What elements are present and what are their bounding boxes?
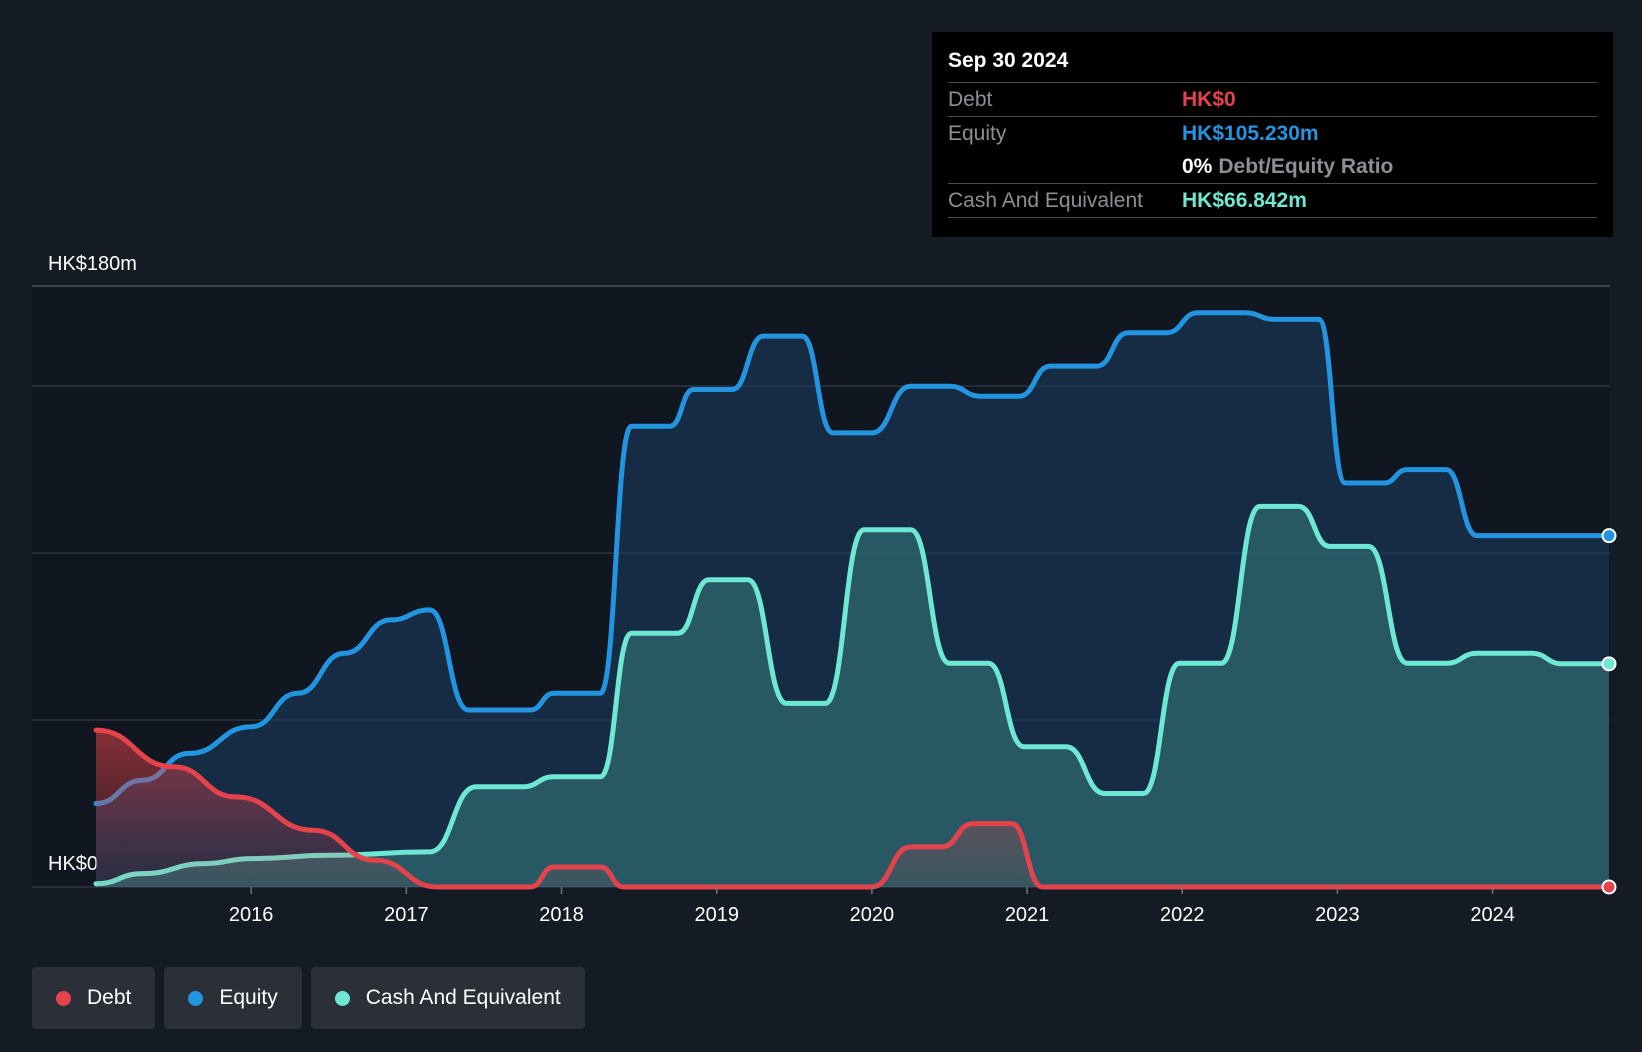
x-tick-label: 2017 [384,904,429,926]
tooltip-equity-value: HK$105.230m [1182,122,1319,145]
tooltip-ratio-label: Debt/Equity Ratio [1218,155,1394,178]
cash-area [96,506,1609,887]
debt-area [96,730,1609,887]
tooltip-cash-row: Cash And Equivalent HK$66.842m [948,184,1597,218]
legend-equity-label: Equity [219,986,278,1009]
x-tick-label: 2023 [1315,904,1360,926]
tooltip-ratio-value: 0% [1182,155,1213,178]
legend-item-equity[interactable]: Equity [164,967,302,1029]
cash-line [93,503,1612,887]
tooltip-cash-value: HK$66.842m [1182,189,1307,212]
y-axis-bottom-label: HK$0 [48,853,98,875]
tooltip-equity-label: Equity [948,122,1007,145]
x-tick-label: 2024 [1470,904,1515,926]
legend-item-debt[interactable]: Debt [32,967,156,1029]
series-layer [93,310,1617,895]
cash-end-marker [1601,656,1617,672]
y-axis-top-label: HK$180m [48,253,137,275]
equity-end-marker [1601,528,1617,544]
debt-dot-icon [56,990,71,1006]
tooltip-ratio-row: 0% Debt/Equity Ratio [948,150,1597,184]
legend-item-cash[interactable]: Cash And Equivalent [310,967,585,1029]
debt-line [93,727,1612,890]
x-tick-label: 2016 [229,904,274,926]
equity-dot-icon [188,990,204,1006]
x-tick-label: 2022 [1160,904,1205,926]
legend-debt-label: Debt [87,986,132,1009]
tooltip-debt-value: HK$0 [1182,88,1236,111]
x-axis-ticks: 2016 2017 2018 2019 2020 2021 2022 2023 2024 [229,887,1515,926]
tooltip-panel: Sep 30 2024 Debt HK$0 Equity HK$105.230m… [932,32,1613,237]
chart-legend: Debt Equity Cash And Equivalent [32,967,585,1029]
tooltip-debt-label: Debt [948,88,993,111]
tooltip-equity-row: Equity HK$105.230m [948,117,1597,150]
cash-dot-icon [334,990,350,1006]
equity-line [93,310,1612,806]
x-tick-label: 2018 [539,904,584,926]
tooltip-date: Sep 30 2024 [948,46,1597,83]
tooltip-cash-label: Cash And Equivalent [948,189,1143,212]
legend-cash-label: Cash And Equivalent [365,986,561,1009]
x-tick-label: 2021 [1005,904,1050,926]
debt-end-marker [1601,879,1617,895]
x-tick-label: 2020 [850,904,895,926]
x-tick-label: 2019 [694,904,739,926]
equity-area [96,312,1609,887]
tooltip-debt-row: Debt HK$0 [948,83,1597,117]
